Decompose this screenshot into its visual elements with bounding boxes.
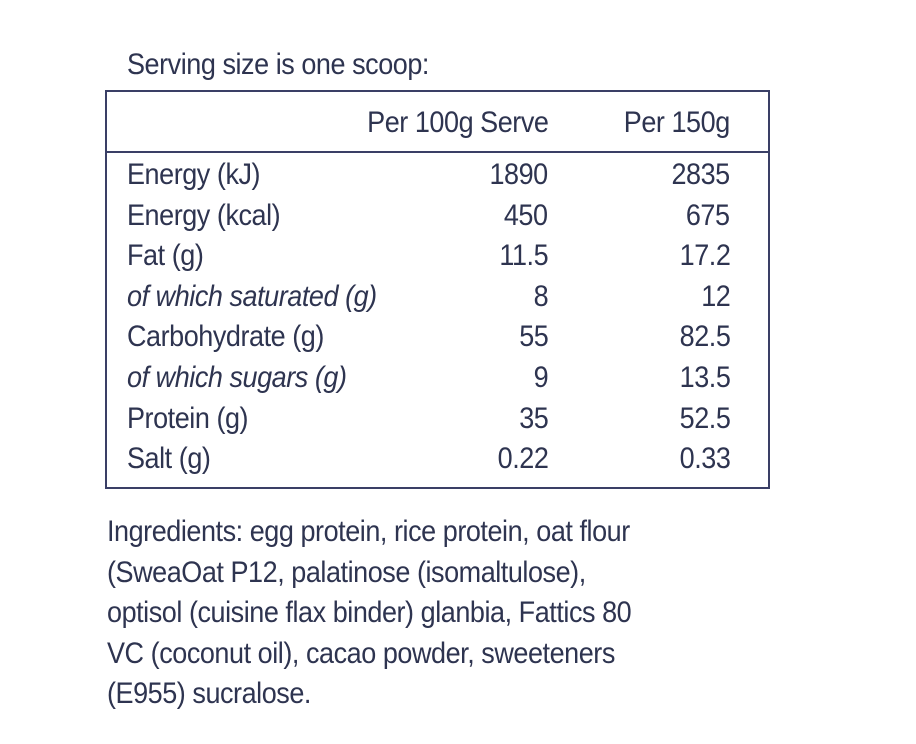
value-per-100g: 450 [504,198,548,232]
value-per-150g: 82.5 [679,320,730,354]
table-row: of which saturated (g) 8 12 [107,280,768,321]
nutrition-table: Per 100g Serve Per 150g Energy (kJ) 1890… [105,90,770,489]
table-row: Energy (kJ) 1890 2835 [107,158,768,199]
value-per-150g: 0.33 [679,442,730,476]
value-per-150g: 675 [686,198,730,232]
table-row: Salt (g) 0.22 0.33 [107,442,768,483]
value-per-100g: 35 [518,401,549,435]
table-row: Carbohydrate (g) 55 82.5 [107,320,768,361]
value-per-150g: 12 [700,279,731,313]
ingredients-line: (SweaOat P12, palatinose (isomaltulose), [107,555,586,589]
nutrient-label: of which saturated (g) [127,279,377,313]
ingredients-line: optisol (cuisine flax binder) glanbia, F… [107,596,632,629]
table-row: of which sugars (g) 9 13.5 [107,361,768,402]
serving-size-text: Serving size is one scoop: [127,48,429,81]
table-row: Fat (g) 11.5 17.2 [107,239,768,280]
nutrient-label: Fat (g) [127,239,204,273]
value-per-150g: 13.5 [679,360,730,394]
value-per-150g: 17.2 [679,239,730,273]
header-per-100g: Per 100g Serve [366,106,549,139]
nutrient-label: Protein (g) [127,401,249,435]
nutrient-label: Salt (g) [127,442,211,476]
value-per-150g: 52.5 [679,401,730,435]
value-per-100g: 11.5 [499,239,548,273]
ingredients-line: (E955) sucralose. [107,677,311,710]
nutrient-label: Energy (kcal) [127,198,281,232]
value-per-150g: 2835 [671,158,731,191]
header-per-150g: Per 150g [624,106,730,139]
table-header: Per 100g Serve Per 150g [107,92,768,153]
value-per-100g: 8 [533,279,548,313]
table-body: Energy (kJ) 1890 2835 Energy (kcal) 450 … [107,158,768,483]
value-per-100g: 55 [518,320,549,354]
nutrient-label: Energy (kJ) [127,158,261,191]
value-per-100g: 1890 [489,158,549,191]
ingredients-line: VC (coconut oil), cacao powder, sweetene… [107,636,615,670]
value-per-100g: 9 [533,360,548,394]
table-row: Protein (g) 35 52.5 [107,402,768,443]
nutrient-label: of which sugars (g) [127,360,347,394]
table-row: Energy (kcal) 450 675 [107,199,768,240]
nutrient-label: Carbohydrate (g) [127,320,324,354]
value-per-100g: 0.22 [497,442,548,476]
ingredients-text: Ingredients: egg protein, rice protein, … [107,512,807,715]
ingredients-line: Ingredients: egg protein, rice protein, … [107,515,630,548]
